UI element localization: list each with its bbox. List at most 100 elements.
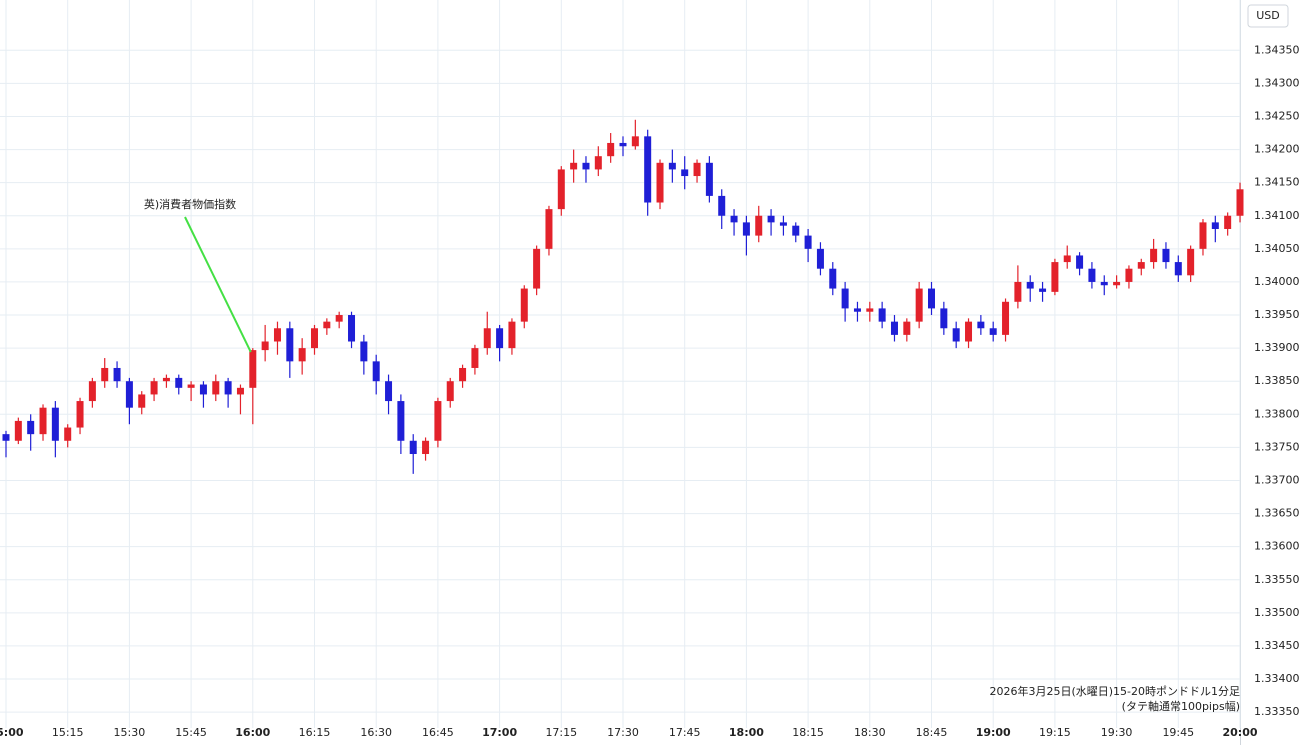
candle-body	[1100, 281, 1108, 286]
candle-body	[1026, 281, 1034, 289]
candle-body	[693, 162, 701, 177]
candle-body	[360, 341, 368, 362]
y-tick-label: 1.34350	[1254, 43, 1300, 56]
candle-body	[965, 321, 973, 342]
y-tick-label: 1.34050	[1254, 242, 1300, 255]
candle-body	[1125, 268, 1133, 282]
y-tick-label: 1.33600	[1254, 540, 1300, 553]
x-tick-label: 19:00	[976, 726, 1011, 739]
candle-body	[1113, 281, 1121, 286]
y-tick-label: 1.33650	[1254, 507, 1300, 520]
candle-body	[841, 288, 849, 309]
y-tick-label: 1.34100	[1254, 209, 1300, 222]
y-tick-label: 1.33500	[1254, 606, 1300, 619]
chart-note: (タテ軸通常100pips幅)	[1122, 699, 1240, 713]
candle-body	[496, 328, 504, 349]
x-tick-label: 18:15	[792, 726, 824, 739]
candle-body	[631, 136, 639, 147]
annotation-line	[184, 216, 252, 353]
candle-body	[594, 156, 602, 170]
candle-body	[656, 162, 664, 203]
candle-body	[878, 308, 886, 322]
candle-body	[829, 268, 837, 289]
candle-body	[434, 401, 442, 441]
candle-body	[520, 288, 528, 322]
y-tick-label: 1.33400	[1254, 672, 1300, 685]
y-tick-label: 1.33700	[1254, 473, 1300, 486]
candle-body	[261, 341, 269, 351]
candle-body	[533, 248, 541, 289]
x-tick-label: 17:45	[669, 726, 701, 739]
candle-body	[890, 321, 898, 335]
candle-body	[212, 381, 220, 395]
x-tick-label: 17:00	[482, 726, 517, 739]
x-tick-label: 15:15	[52, 726, 84, 739]
candle-body	[1002, 301, 1010, 335]
candle-body	[372, 361, 380, 382]
x-tick-label: 19:15	[1039, 726, 1071, 739]
y-tick-label: 1.33850	[1254, 374, 1300, 387]
candle-body	[545, 209, 553, 249]
candle-body	[804, 235, 812, 249]
candle-body	[570, 162, 578, 170]
candle-body	[76, 401, 84, 428]
candle-body	[162, 377, 170, 382]
x-tick-label: 20:00	[1222, 726, 1257, 739]
candle-body	[27, 420, 35, 435]
candle-body	[1039, 288, 1047, 292]
candle-body	[150, 381, 158, 395]
y-tick-label: 1.33800	[1254, 407, 1300, 420]
candle-body	[14, 420, 22, 441]
x-tick-label: 18:00	[729, 726, 764, 739]
x-tick-label: 19:45	[1162, 726, 1194, 739]
candle-body	[2, 434, 10, 441]
x-tick-label: 18:30	[854, 726, 886, 739]
candle-body	[792, 225, 800, 236]
candle-body	[311, 328, 318, 349]
candle-body	[88, 381, 96, 402]
unit-box	[1247, 4, 1289, 28]
candle-body	[582, 162, 590, 170]
candle-body	[989, 328, 997, 335]
candle-body	[644, 136, 652, 203]
y-axis-label: USD	[1256, 9, 1280, 22]
x-tick-label: 16:00	[235, 726, 270, 739]
candle-body	[557, 169, 565, 210]
candle-body	[1162, 248, 1170, 263]
candle-body	[249, 350, 257, 388]
candle-body	[348, 315, 356, 342]
candle-body	[138, 394, 146, 408]
candle-body	[298, 348, 306, 362]
y-tick-label: 1.33350	[1254, 705, 1300, 718]
candle-body	[397, 401, 405, 441]
candle-body	[940, 308, 948, 329]
candle-body	[1014, 281, 1022, 302]
candle-body	[1199, 222, 1207, 249]
x-tick-label: 17:15	[545, 726, 577, 739]
candle-body	[705, 162, 713, 196]
candle-body	[928, 288, 935, 309]
candle-body	[39, 407, 47, 435]
candle-body	[187, 384, 195, 388]
candle-body	[767, 215, 775, 223]
candle-body	[1174, 262, 1182, 276]
candle-body	[742, 222, 750, 236]
candle-body	[51, 407, 59, 441]
x-tick-label: 19:30	[1101, 726, 1133, 739]
candle-body	[1088, 268, 1096, 282]
y-tick-label: 1.33750	[1254, 440, 1300, 453]
y-tick-label: 1.33550	[1254, 573, 1300, 586]
x-tick-label: 16:45	[422, 726, 454, 739]
candle-body	[286, 328, 294, 362]
candle-body	[866, 308, 874, 312]
candle-body	[1187, 248, 1195, 276]
x-tick-label: 15:00	[0, 726, 24, 739]
candle-body	[1236, 189, 1244, 216]
x-tick-label: 16:30	[360, 726, 392, 739]
y-tick-label: 1.33950	[1254, 308, 1300, 321]
candle-body	[607, 142, 615, 157]
x-tick-label: 15:30	[114, 726, 146, 739]
candle-body	[335, 315, 343, 322]
